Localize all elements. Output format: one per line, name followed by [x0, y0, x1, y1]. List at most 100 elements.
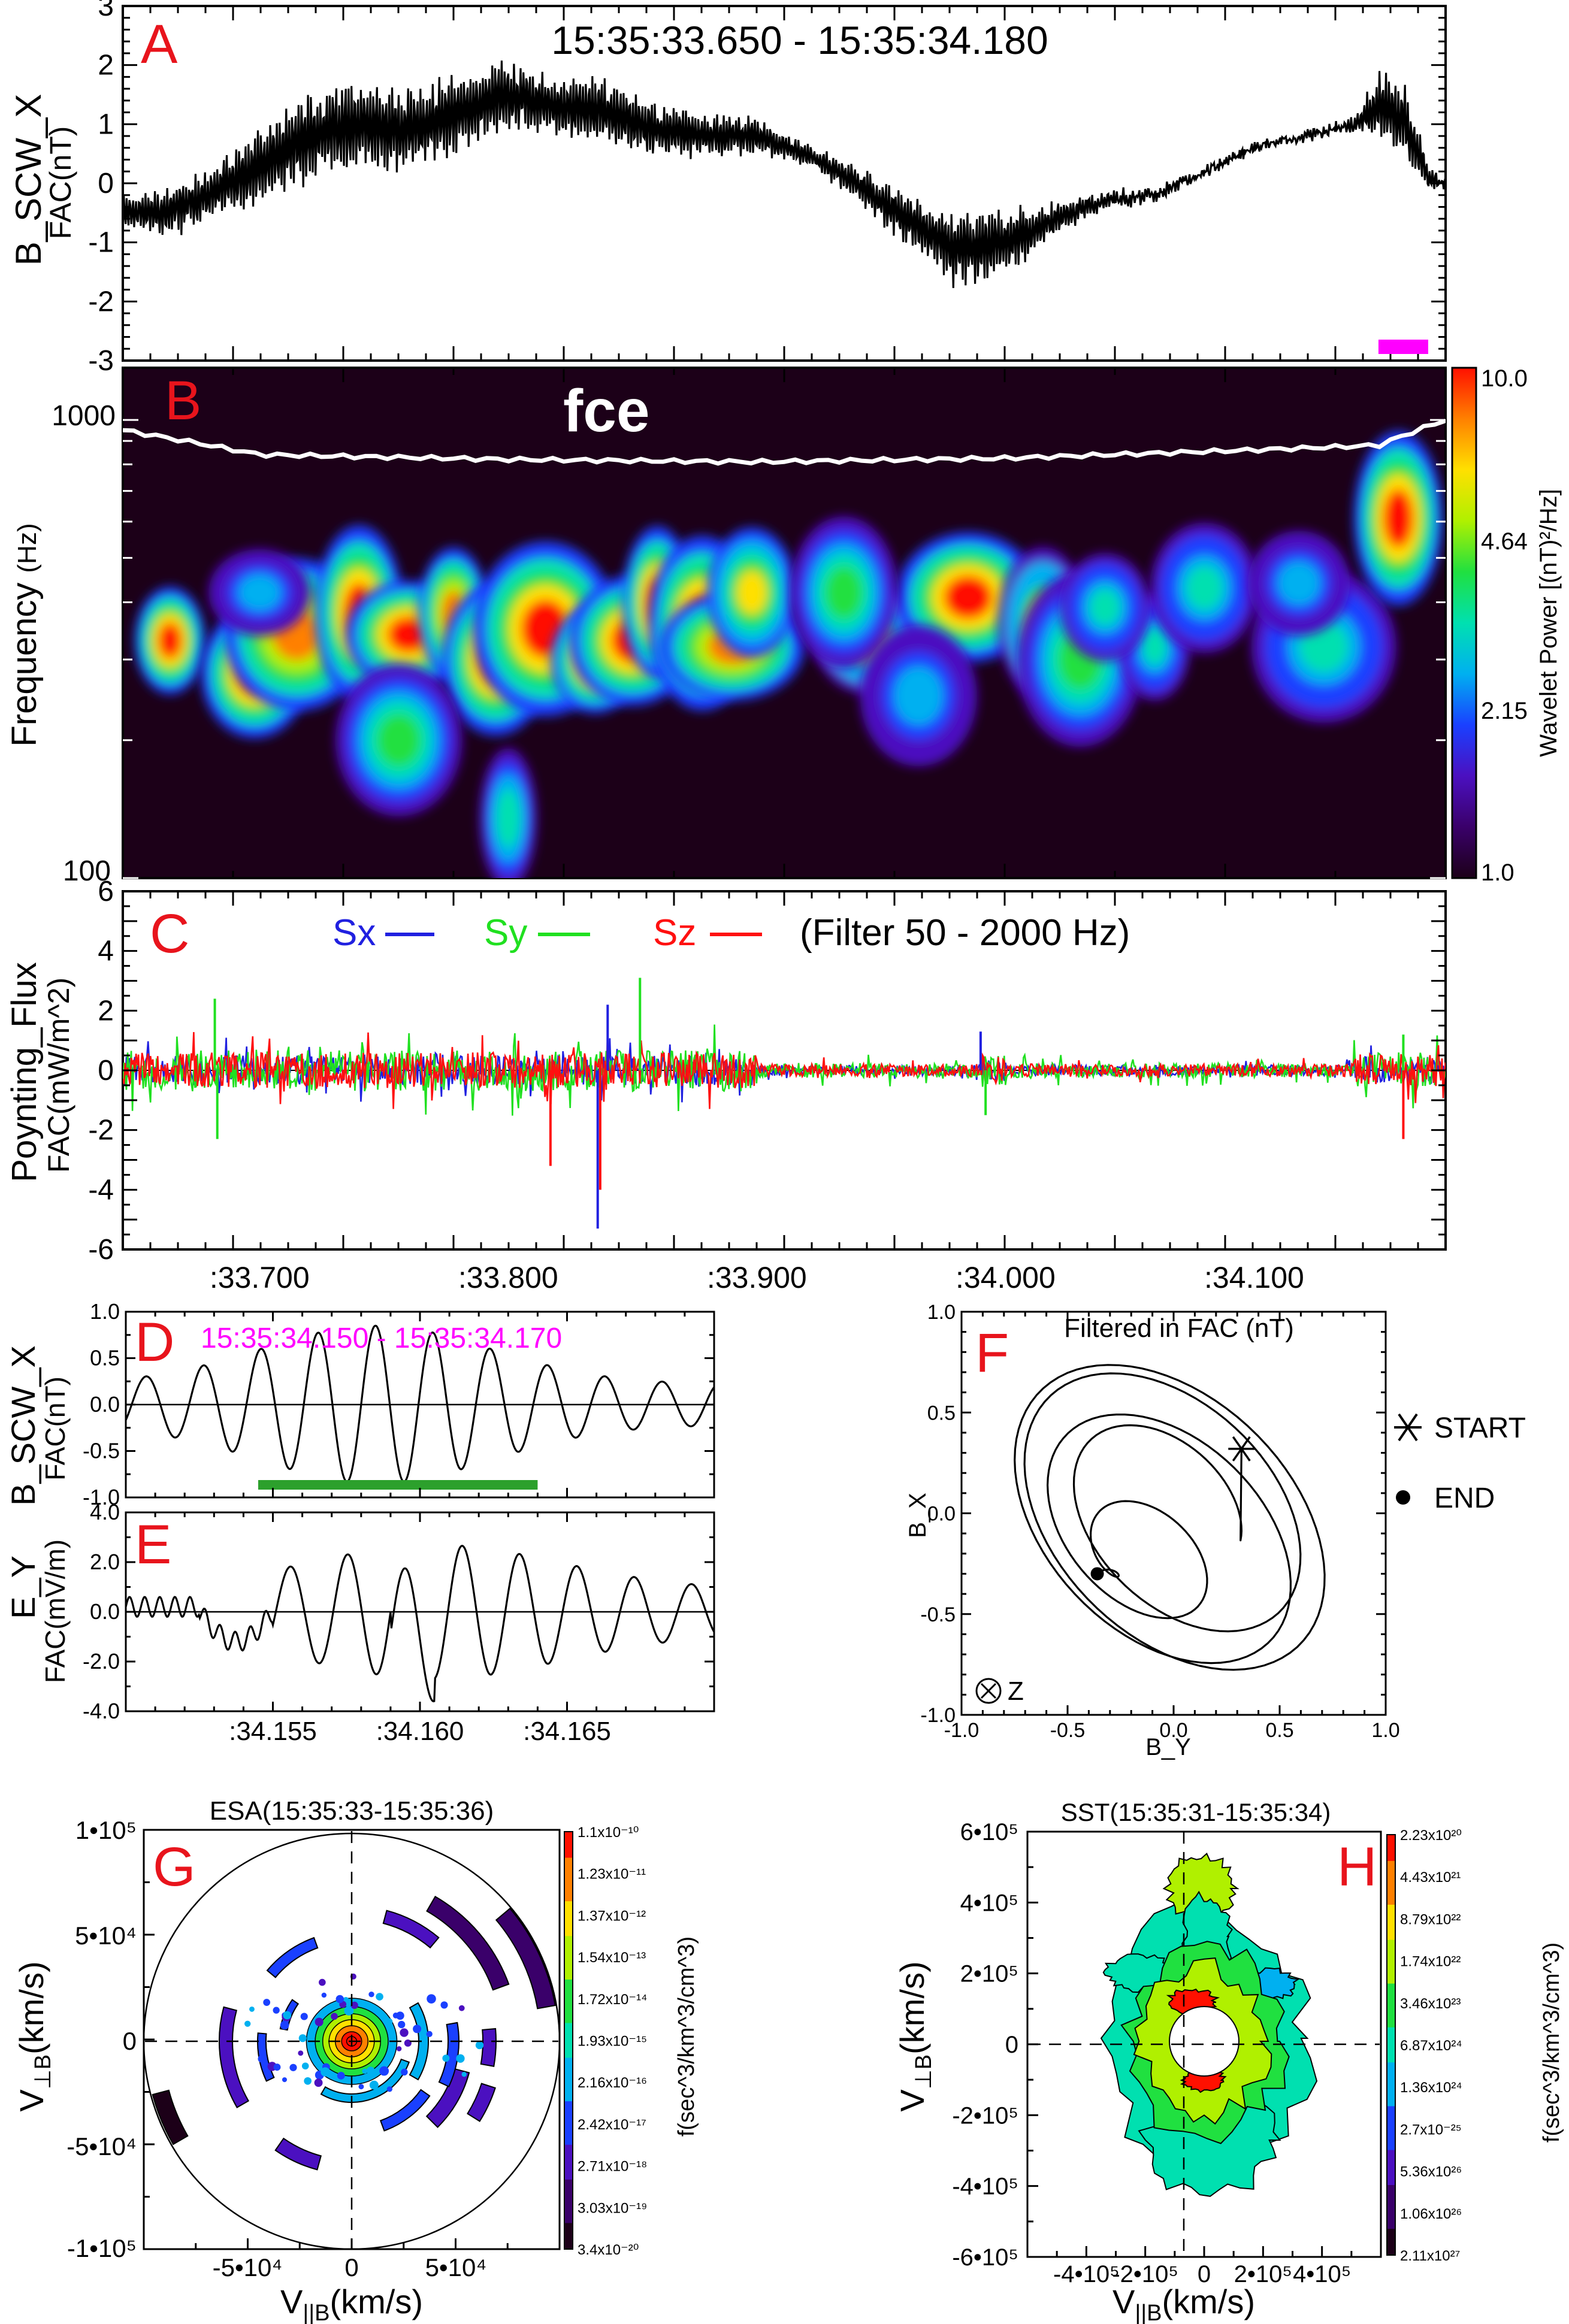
- panel-d-ytick-label: 0.0: [90, 1392, 120, 1417]
- panel-g-colorbar-step: [564, 2101, 573, 2111]
- panel-h: SST(15:35:31-15:35:34) H 6•10⁵4•10⁵2•10⁵…: [893, 1798, 1564, 2324]
- panel-c-ticks: [122, 890, 1447, 1251]
- esa-dot: [335, 1995, 344, 2004]
- esa-segment: [438, 2022, 459, 2087]
- panel-h-colorbar-step: [1387, 2132, 1395, 2142]
- panel-d-ylabel: B_SCW_X: [4, 1345, 42, 1506]
- panel-h-colorbar-step: [1387, 2237, 1395, 2247]
- esa-dot: [319, 1978, 326, 1986]
- panel-f-xlabel: B_Y: [1145, 1734, 1191, 1760]
- panel-g-colorbar-step: [564, 1979, 573, 1989]
- panel-h-xtick-label: 0: [1198, 2261, 1211, 2287]
- panel-c-ytick-label: -2: [88, 1115, 114, 1146]
- panel-c-ylabel-unit: FAC(mW/m^2): [42, 978, 75, 1173]
- esa-dot: [300, 2013, 308, 2020]
- panel-a: 3 2 1 0 -1 -2 -3 15:35:33.650 - 15:35:34.180 A…: [8, 0, 1447, 377]
- panel-f-title: Filtered in FAC (nT): [1064, 1314, 1294, 1343]
- panel-h-xtick-label: 2•10⁵: [1234, 2261, 1292, 2287]
- panel-g-colorbar-tick: 2.16x10⁻¹⁶: [578, 2075, 647, 2091]
- panel-h-colorbar-step: [1387, 1913, 1395, 1923]
- panel-e-ytick-label: 2.0: [90, 1550, 120, 1574]
- panel-f-ytick-label: 1.0: [927, 1301, 956, 1324]
- panel-c-xtick-label: :33.900: [707, 1261, 807, 1294]
- panel-h-colorbar-border: [1386, 1834, 1396, 2256]
- panel-c-series: [123, 978, 1446, 1229]
- panel-g-colorbar-step: [564, 2205, 573, 2215]
- panel-g-colorbar-step: [564, 1927, 573, 1936]
- panel-e-ytick-label: 4.0: [90, 1500, 120, 1524]
- panel-b-ytick-1000: 1000: [52, 400, 116, 432]
- panel-h-colorbar-tick: 1.06x10²⁶: [1400, 2206, 1462, 2222]
- panel-g-colorbar-step: [564, 1901, 573, 1911]
- panel-h-colorbar-step: [1387, 1887, 1395, 1896]
- panel-g-colorbar-tick: 2.42x10⁻¹⁷: [578, 2117, 646, 2133]
- panel-h-xtick-label: 4•10⁵: [1293, 2261, 1351, 2287]
- panel-h-ytick-label: -4•10⁵: [952, 2174, 1018, 2200]
- panel-d-green-interval-bar: [258, 1480, 538, 1490]
- panel-g-xtick-1: 0: [344, 2253, 358, 2281]
- panel-h-colorbar-step: [1387, 1896, 1395, 1905]
- esa-segment: [480, 2028, 497, 2067]
- panel-a-ytick-label: -3: [88, 345, 114, 377]
- wavelet-contour: [737, 570, 767, 615]
- panel-c: 6 4 2 0 -2 -4 -6 :33.700:33.800:33.900:34.000:…: [5, 876, 1447, 1294]
- legend-filter-label: (Filter 50 - 2000 Hz): [800, 912, 1130, 954]
- esa-segment: [382, 1910, 440, 1949]
- panel-h-colorbar-tick: 1.74x10²²: [1400, 1954, 1461, 1970]
- wavelet-contour: [1277, 561, 1320, 606]
- panel-e-ylabel-unit: FAC(mV/m): [40, 1539, 71, 1683]
- panel-d-ytick-label: -0.5: [83, 1439, 120, 1463]
- panel-f-xtick-label: 1.0: [1371, 1719, 1399, 1742]
- panel-g-colorbar-step: [564, 2092, 573, 2102]
- panel-h-colorbar-step: [1387, 1939, 1395, 1949]
- esa-dot: [321, 2067, 330, 2077]
- wavelet-contour: [63, 598, 108, 682]
- wavelet-contour: [68, 608, 103, 673]
- esa-dot: [314, 2078, 323, 2087]
- panel-h-ylabel: V⊥B(km/s): [893, 1961, 936, 2111]
- esa-segment: [495, 1907, 556, 2010]
- esa-dot: [337, 2071, 345, 2080]
- esa-dot: [273, 2063, 281, 2071]
- panel-f-xtick-label: 0.0: [1159, 1719, 1187, 1742]
- panel-b-colorbar-tick-1: 1.0: [1481, 860, 1514, 886]
- panel-e-letter: E: [135, 1514, 171, 1575]
- esa-dot: [331, 2013, 338, 2020]
- esa-segment: [426, 1896, 510, 1991]
- esa-dot: [442, 2054, 450, 2062]
- panel-a-letter: A: [141, 14, 178, 75]
- legend-sz-label: Sz: [653, 912, 696, 954]
- panel-b: fce B 1000 100 Frequency (Hz) 10.0 4.64 …: [5, 365, 1562, 887]
- wavelet-contour: [158, 622, 182, 659]
- esa-dot: [249, 2006, 255, 2012]
- panel-h-colorbar-step: [1387, 1957, 1395, 1966]
- panel-g-colorbar-step: [564, 2023, 573, 2032]
- panel-g-colorbar-step: [564, 2075, 573, 2084]
- esa-dot: [475, 2041, 484, 2050]
- panel-a-frame: [122, 5, 1447, 362]
- esa-dot: [392, 2013, 399, 2019]
- esa-dot: [358, 2084, 364, 2090]
- panel-g-colorbar-step: [564, 1884, 573, 1893]
- wavelet-contour: [1383, 489, 1414, 548]
- panel-g-letter: G: [153, 1836, 196, 1898]
- panel-g-colorbar-step: [564, 2188, 573, 2198]
- esa-dot: [426, 2031, 433, 2038]
- wavelet-contour: [238, 574, 281, 611]
- panel-f-letter: F: [975, 1323, 1009, 1384]
- panel-h-xtick-label: -4•10⁵: [1053, 2261, 1120, 2287]
- panel-b-ylabel: Frequency (Hz): [5, 523, 44, 746]
- panel-f-ytick-label: -0.5: [920, 1603, 956, 1626]
- legend-end-label: END: [1434, 1482, 1495, 1514]
- esa-segment: [152, 2089, 189, 2146]
- panel-g-ytick-3: -5•10⁴: [66, 2132, 137, 2160]
- panel-b-ticks: [122, 368, 1447, 879]
- panel-g-colorbar-step: [564, 2223, 573, 2232]
- wavelet-blob: [1150, 522, 1259, 653]
- esa-dot: [398, 2020, 406, 2029]
- panel-g-colorbar-step: [564, 2127, 573, 2137]
- panel-g-colorbar-step: [564, 1866, 573, 1876]
- panel-h-ytick-label: 2•10⁵: [960, 1961, 1018, 1987]
- panel-f-start-marker: [1228, 1436, 1255, 1461]
- panel-g-colorbar-tick: 1.37x10⁻¹²: [578, 1908, 646, 1924]
